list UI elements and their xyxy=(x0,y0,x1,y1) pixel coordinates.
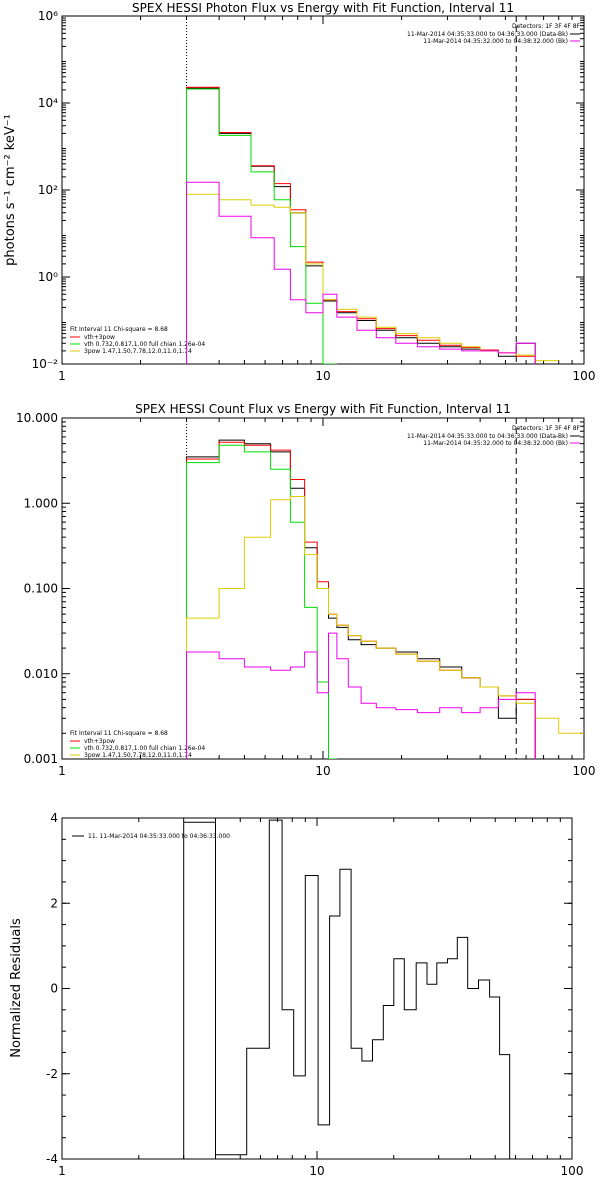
legend-vth3pow: vth+3pow xyxy=(84,738,115,745)
series-vth xyxy=(186,444,337,759)
x-tick-label: 1 xyxy=(58,369,66,383)
y-tick-label: 0.001 xyxy=(24,752,58,766)
y-tick-label: 0.010 xyxy=(24,667,58,681)
legend-bk: 11-Mar-2014 04:35:32.000 to 04:38:32.000… xyxy=(423,440,568,447)
series-group xyxy=(186,86,559,364)
x-tick-label: 100 xyxy=(573,369,596,383)
x-tick-label: 10 xyxy=(315,764,330,778)
series-residuals xyxy=(183,819,511,1159)
y-tick-label: -4 xyxy=(46,1152,58,1166)
x-tick-label: 10 xyxy=(309,1164,324,1178)
y-tick-label: 4 xyxy=(50,811,58,825)
chart-title: SPEX HESSI Count Flux vs Energy with Fit… xyxy=(135,402,511,416)
legend-bk: 11-Mar-2014 04:35:32.000 to 04:38:32.000… xyxy=(423,38,568,45)
y-tick-label: 0 xyxy=(50,982,58,996)
y-tick-label: 0.100 xyxy=(24,582,58,596)
count-flux-panel: SPEX HESSI Count Flux vs Energy with Fit… xyxy=(16,402,595,778)
legend-vth: vth 0.732,0.817,1.00 full chian 1.26e-04 xyxy=(84,745,205,752)
y-tick-label: 2 xyxy=(50,896,58,910)
legend-data-bk: 11-Mar-2014 04:35:33.000 to 04:36:33.000… xyxy=(407,433,568,440)
x-tick-label: 10 xyxy=(315,369,330,383)
series-bk xyxy=(186,181,536,364)
legend-fit-interval: Fit Interval 11 Chi-square = 8.68 xyxy=(70,326,168,333)
legend-detectors: Detectors: 1F 3F 4F 8F xyxy=(512,425,581,432)
series-group xyxy=(186,439,584,759)
plot-frame xyxy=(61,817,573,1160)
x-tick-label: 100 xyxy=(561,1164,584,1178)
legend-data-bk: 11-Mar-2014 04:35:33.000 to 04:36:33.000… xyxy=(407,31,568,38)
y-tick-label: 10⁰ xyxy=(38,270,58,284)
residuals-panel: Normalized Residuals 11. 11-Mar-2014 04:… xyxy=(9,811,583,1178)
y-tick-label: 10⁻² xyxy=(32,357,59,371)
y-tick-label: 10⁶ xyxy=(38,9,58,23)
y-tick-label: 10⁴ xyxy=(38,96,58,110)
y-tick-label: 1.000 xyxy=(24,496,58,510)
x-tick-label: 1 xyxy=(58,764,66,778)
y-tick-label: 10.000 xyxy=(16,411,58,425)
legend-residuals: 11. 11-Mar-2014 04:35:33.000 to 04:36:33… xyxy=(88,833,230,840)
series-3pow xyxy=(186,193,559,364)
series-bk xyxy=(186,632,536,759)
series-vth-3pow xyxy=(186,86,536,364)
y-tick-label: 10² xyxy=(38,183,58,197)
series-data-bk xyxy=(186,87,536,364)
series-vth xyxy=(186,88,337,364)
legend-vth: vth 0.732,0.817,1.00 full chian 1.26e-04 xyxy=(84,341,205,348)
y-axis-label: Normalized Residuals xyxy=(9,918,24,1058)
legend-vth3pow: vth+3pow xyxy=(84,334,115,341)
y-axis-label: photons s⁻¹ cm⁻² keV⁻¹ xyxy=(3,114,18,266)
series-3pow xyxy=(186,496,584,759)
series-data-bk xyxy=(186,439,536,759)
series-group xyxy=(183,819,511,1159)
series-vth-3pow xyxy=(186,441,536,759)
chart-title: SPEX HESSI Photon Flux vs Energy with Fi… xyxy=(132,1,514,15)
y-tick-label: -2 xyxy=(46,1067,58,1081)
x-tick-label: 100 xyxy=(573,764,596,778)
photon-flux-panel: SPEX HESSI Photon Flux vs Energy with Fi… xyxy=(3,1,595,383)
x-tick-label: 1 xyxy=(58,1164,66,1178)
legend-detectors: Detectors: 1F 3F 4F 8F xyxy=(512,23,581,30)
legend-3pow: 3pow 1.47,1.50,7.78,12.0,11.0,1.74 xyxy=(84,348,192,355)
legend-fit-interval: Fit Interval 11 Chi-square = 8.68 xyxy=(70,730,168,737)
legend-3pow: 3pow 1.47,1.50,7.78,12.0,11.0,1.74 xyxy=(84,752,192,759)
